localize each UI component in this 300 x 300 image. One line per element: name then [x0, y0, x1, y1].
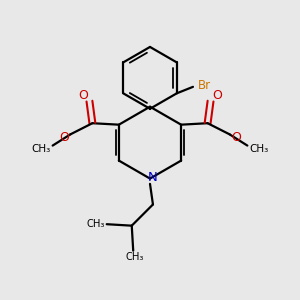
Text: CH₃: CH₃	[125, 252, 144, 262]
Text: O: O	[78, 89, 88, 102]
Text: CH₃: CH₃	[249, 143, 268, 154]
Text: Br: Br	[198, 79, 211, 92]
Text: O: O	[231, 131, 241, 144]
Text: O: O	[212, 89, 222, 102]
Text: CH₃: CH₃	[32, 143, 51, 154]
Text: CH₃: CH₃	[87, 219, 105, 229]
Text: O: O	[59, 131, 69, 144]
Text: N: N	[148, 172, 157, 184]
